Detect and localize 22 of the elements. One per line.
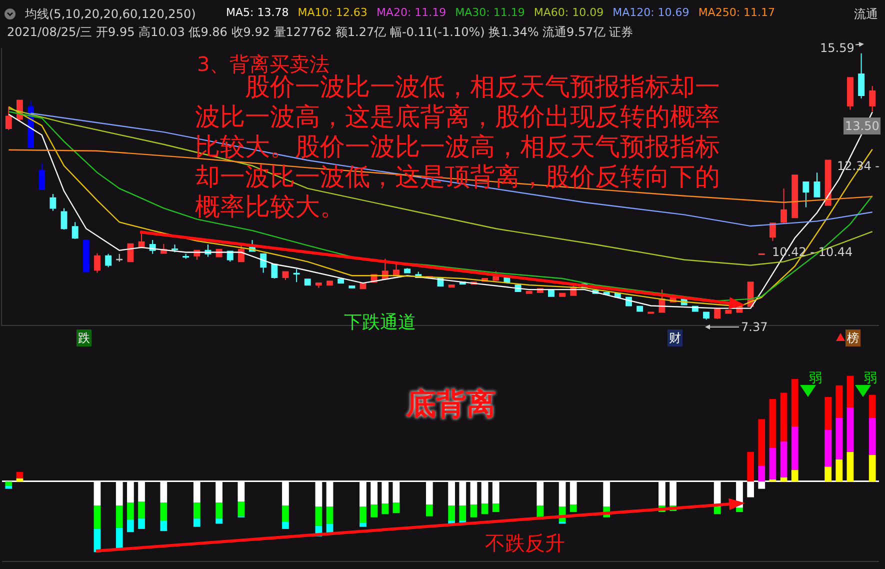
annotation: 底背离 bbox=[405, 387, 496, 422]
text: 7.37 bbox=[741, 320, 768, 334]
legend-label: MA20: 11.19 bbox=[376, 6, 446, 19]
text: 均线(5,10,20,20,60,120,250) bbox=[24, 7, 196, 21]
text: 财 bbox=[669, 331, 681, 345]
text: 2021/08/25/三 开9.95 高10.03 低9.86 收9.92 量127762 额1.27亿 幅-0.11(-1.10%) 换1.34% 流通9.57亿 证券 bbox=[7, 25, 634, 39]
annotation: 13.50 bbox=[845, 119, 880, 133]
text: MA120: 10.69 bbox=[612, 6, 690, 19]
text: MA250: 11.17 bbox=[698, 6, 776, 19]
annotation: 不跌反升 bbox=[485, 531, 565, 555]
text: MA60: 10.09 bbox=[534, 6, 604, 19]
text: MA10: 12.63 bbox=[298, 6, 368, 19]
annotation: 15.59 bbox=[820, 41, 854, 55]
annotation: 下跌通道 bbox=[344, 312, 416, 333]
text: MA5: 13.78 bbox=[226, 6, 289, 19]
text: 流通 bbox=[854, 7, 878, 21]
annotation: 弱 bbox=[864, 371, 877, 386]
text: MA30: 11.19 bbox=[455, 6, 525, 19]
text: 跌 bbox=[78, 331, 90, 345]
chart-title: 3、背离买卖法 bbox=[197, 52, 330, 76]
annotation: 弱 bbox=[809, 371, 822, 386]
text: 榜 bbox=[847, 331, 859, 345]
